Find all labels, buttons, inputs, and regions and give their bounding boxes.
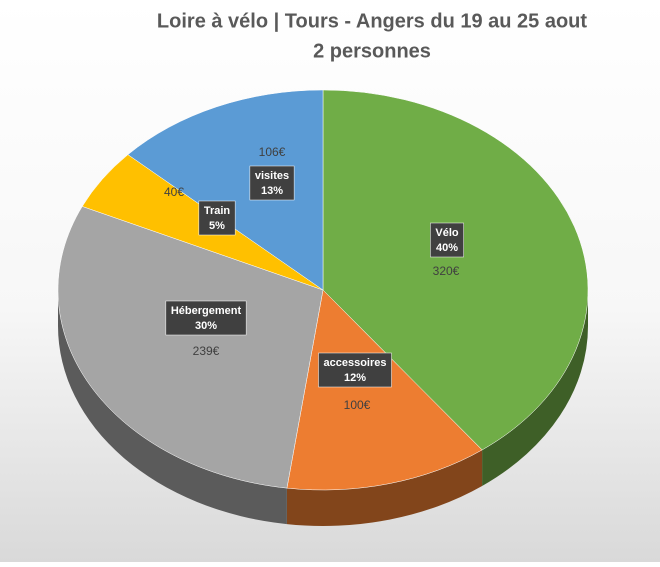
slice	[57, 206, 324, 489]
data-labels: Vélo 40% 320€ accessoires 12% 100€ Hébergement…	[164, 145, 464, 412]
value-label: 239€	[193, 344, 220, 358]
label-box	[430, 222, 464, 258]
share-label: 30%	[195, 320, 217, 332]
share-label: 5%	[209, 220, 225, 232]
category-label: Hébergement	[171, 305, 242, 317]
label-box	[165, 300, 247, 336]
pie-sides	[58, 290, 588, 526]
chart-subtitle: 2 personnes	[313, 40, 431, 62]
share-label: 13%	[261, 185, 283, 197]
category-label: accessoires	[324, 357, 387, 369]
label-box	[198, 200, 236, 236]
value-label: 40€	[164, 185, 184, 199]
value-label: 320€	[433, 264, 460, 278]
value-label: 100€	[344, 398, 371, 412]
value-label: 106€	[259, 145, 286, 159]
label-box	[318, 352, 392, 388]
slice	[322, 89, 589, 451]
category-label: Vélo	[435, 227, 459, 239]
slice-side	[58, 290, 287, 525]
chart-title: Loire à vélo | Tours - Angers du 19 au 2…	[157, 10, 587, 32]
slice	[127, 89, 324, 291]
label-box	[249, 165, 295, 201]
category-label: Train	[204, 205, 231, 217]
pie-top	[57, 89, 589, 491]
slice-side	[286, 449, 483, 526]
slice	[286, 289, 483, 491]
share-label: 12%	[344, 372, 366, 384]
share-label: 40%	[436, 242, 458, 254]
slice-side	[482, 290, 588, 486]
category-label: visites	[255, 170, 289, 182]
